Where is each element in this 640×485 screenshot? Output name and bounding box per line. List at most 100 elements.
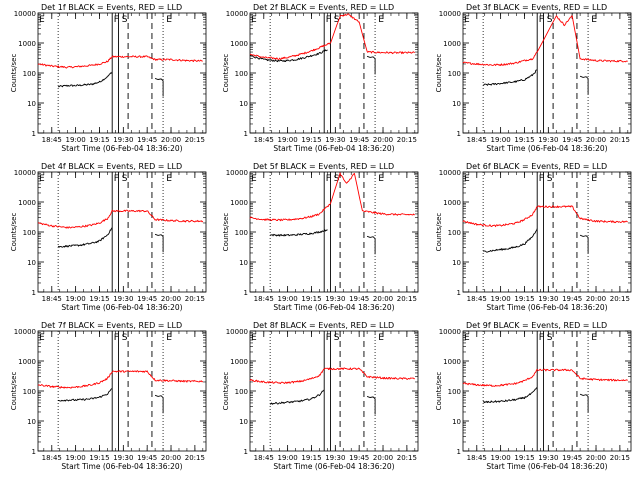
marker-label: F [326, 15, 331, 25]
events-series-tail [579, 393, 589, 413]
x-tick-label: 20:15 [185, 454, 205, 462]
x-tick-label: 19:45 [349, 295, 369, 303]
x-tick-label: 20:15 [397, 136, 417, 144]
events-series-line [57, 71, 113, 88]
y-tick-label: 1 [244, 289, 248, 297]
x-tick-label: 18:45 [467, 136, 487, 144]
x-tick-label: 20:00 [586, 454, 606, 462]
y-tick-label: 10000 [14, 10, 36, 18]
x-tick-label: 20:00 [161, 295, 181, 303]
x-tick-label: 19:45 [349, 454, 369, 462]
y-axis-label: Counts/sec [10, 54, 18, 93]
y-axis-label: Counts/sec [10, 213, 18, 252]
x-tick-label: 19:30 [538, 295, 558, 303]
y-tick-label: 10000 [439, 328, 461, 336]
events-series-line [483, 69, 538, 86]
x-tick-label: 19:15 [89, 136, 109, 144]
events-series-tail [154, 394, 164, 414]
marker-label: E [378, 333, 384, 343]
detector-panel: Det 8f BLACK = Events, RED = LLD 1 10 100 10… [222, 321, 419, 471]
lld-series-line [37, 370, 204, 389]
y-tick-label: 10 [239, 259, 248, 267]
y-tick-label: 1 [32, 130, 36, 138]
x-tick-label: 19:15 [514, 295, 534, 303]
marker-label: E [166, 15, 172, 25]
y-tick-label: 100 [23, 229, 36, 237]
marker-label: E [251, 174, 257, 184]
x-axis-label: Start Time (06-Feb-04 18:36:20) [273, 462, 394, 471]
x-tick-label: 19:45 [562, 295, 582, 303]
lld-series-line [37, 55, 203, 69]
x-tick-label: 19:00 [278, 136, 298, 144]
x-tick-label: 19:00 [491, 136, 511, 144]
x-tick-label: 19:45 [137, 136, 157, 144]
x-tick-label: 19:30 [113, 454, 133, 462]
y-axis-label: Counts/sec [222, 372, 230, 411]
lld-series-line [462, 15, 628, 66]
detector-panel: Det 3f BLACK = Events, RED = LLD 1 10 100 10… [435, 3, 632, 153]
x-tick-label: 19:30 [113, 136, 133, 144]
y-tick-label: 1000 [230, 199, 248, 207]
plot-frame [37, 330, 207, 452]
x-tick-label: 19:30 [538, 136, 558, 144]
x-tick-label: 19:15 [514, 136, 534, 144]
detector-panel: Det 6f BLACK = Events, RED = LLD 1 10 100 10… [435, 162, 632, 312]
x-axis-label: Start Time (06-Feb-04 18:36:20) [61, 144, 182, 153]
plot-frame [462, 171, 632, 293]
y-axis-label: Counts/sec [435, 372, 443, 411]
events-series-tail [366, 235, 376, 255]
panel-title: Det 1f BLACK = Events, RED = LLD [41, 3, 182, 12]
x-axis-label: Start Time (06-Feb-04 18:36:20) [486, 303, 607, 312]
marker-label: E [39, 174, 45, 184]
x-tick-label: 18:45 [254, 136, 274, 144]
y-tick-label: 10 [452, 259, 461, 267]
x-tick-label: 20:00 [586, 295, 606, 303]
events-series-tail [579, 234, 589, 254]
y-tick-label: 1000 [443, 40, 461, 48]
marker-label: F [326, 333, 331, 343]
y-tick-label: 1000 [18, 40, 36, 48]
x-tick-label: 20:15 [185, 136, 205, 144]
events-series-tail [154, 77, 164, 97]
lld-series-line [249, 367, 415, 385]
x-tick-label: 20:15 [610, 295, 630, 303]
y-tick-label: 1000 [18, 199, 36, 207]
events-series-line [269, 389, 325, 405]
plot-frame [462, 12, 632, 134]
events-series-tail [154, 233, 164, 253]
marker-label: S [334, 174, 340, 184]
y-tick-label: 100 [235, 229, 248, 237]
y-tick-label: 10000 [14, 328, 36, 336]
events-series-line [483, 228, 538, 253]
marker-label: E [591, 174, 597, 184]
y-axis-label: Counts/sec [222, 54, 230, 93]
x-tick-label: 19:30 [113, 295, 133, 303]
events-series-tail [366, 55, 376, 75]
y-tick-label: 100 [235, 70, 248, 78]
x-tick-label: 19:00 [278, 295, 298, 303]
x-tick-label: 20:15 [185, 295, 205, 303]
y-tick-label: 1 [457, 289, 461, 297]
x-tick-label: 19:15 [301, 136, 321, 144]
x-tick-label: 20:00 [586, 136, 606, 144]
x-axis-label: Start Time (06-Feb-04 18:36:20) [273, 303, 394, 312]
marker-label: F [326, 174, 331, 184]
x-tick-label: 19:15 [301, 454, 321, 462]
y-tick-label: 10000 [226, 10, 248, 18]
events-series-tail [366, 395, 376, 415]
y-tick-label: 10000 [226, 169, 248, 177]
lld-series-line [249, 13, 415, 60]
detector-panel: Det 5f BLACK = Events, RED = LLD 1 10 100 10… [222, 162, 419, 312]
panel-title: Det 3f BLACK = Events, RED = LLD [466, 3, 607, 12]
x-tick-label: 19:00 [278, 454, 298, 462]
lld-series-line [249, 172, 415, 222]
marker-label: E [378, 174, 384, 184]
x-tick-label: 19:30 [325, 454, 345, 462]
marker-label: E [251, 333, 257, 343]
y-tick-label: 1000 [230, 40, 248, 48]
x-tick-label: 19:45 [562, 454, 582, 462]
x-tick-label: 19:00 [491, 295, 511, 303]
marker-label: E [39, 15, 45, 25]
y-tick-label: 100 [448, 70, 461, 78]
